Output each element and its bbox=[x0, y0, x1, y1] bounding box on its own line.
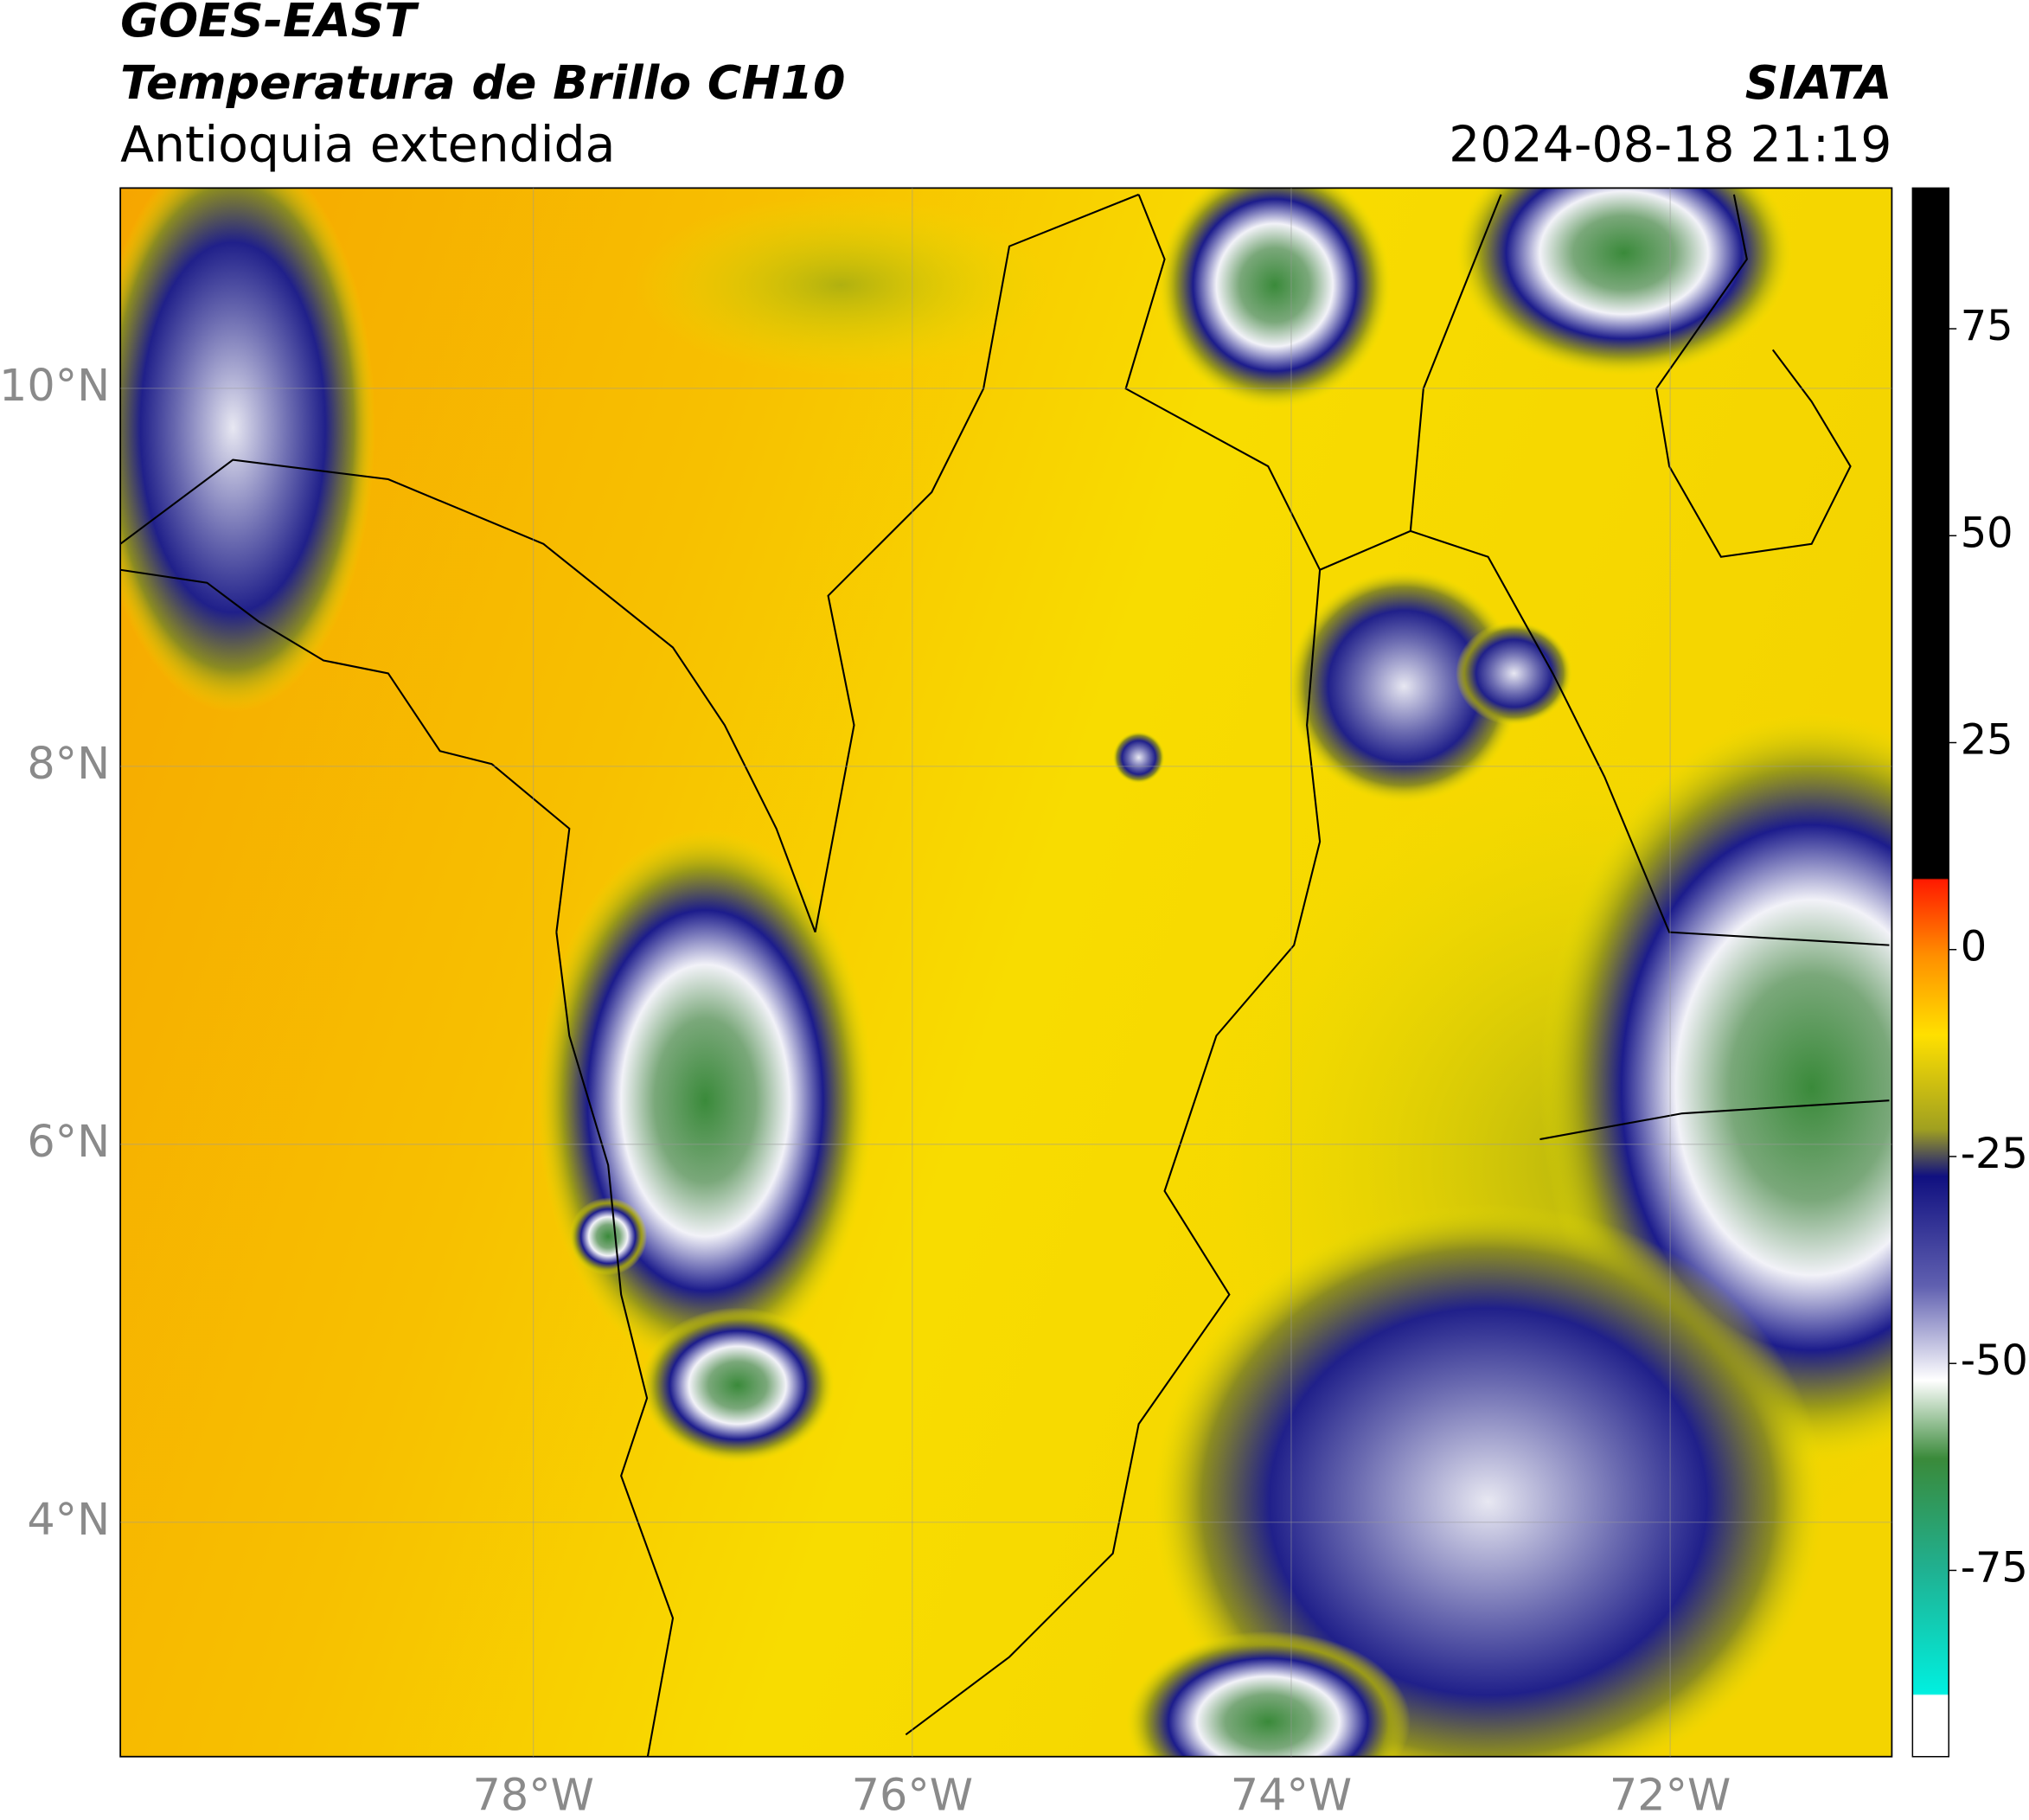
lon-tick-label: 72°W bbox=[1610, 1770, 1731, 1817]
colorbar-tick-label: 0 bbox=[1961, 924, 1987, 971]
lat-tick-label: 6°N bbox=[27, 1116, 110, 1167]
colorbar-tick-label: 50 bbox=[1961, 509, 2013, 557]
colorbar-tick-label: -50 bbox=[1961, 1337, 2028, 1385]
lat-tick-label: 10°N bbox=[0, 360, 110, 411]
colorbar-tick-label: -25 bbox=[1961, 1131, 2028, 1178]
satellite-image bbox=[120, 188, 1892, 1757]
region: Antioquia extendida bbox=[120, 117, 615, 174]
colorbar-tick-label: 25 bbox=[1961, 717, 2013, 765]
lat-tick-label: 8°N bbox=[27, 738, 110, 789]
lon-tick-label: 76°W bbox=[852, 1770, 973, 1817]
timestamp: 2024-08-18 21:19 bbox=[1449, 117, 1891, 174]
title: GOES-EAST bbox=[120, 0, 419, 48]
source: SIATA bbox=[1745, 55, 1892, 110]
colorbar-tick-label: -75 bbox=[1961, 1544, 2028, 1592]
subtitle: Temperatura de Brillo CH10 bbox=[120, 55, 845, 110]
graticule: 78°W 76°W 74°W 72°W 10°N 8°N 6°N 4°N bbox=[0, 188, 1892, 1820]
lon-tick-label: 74°W bbox=[1231, 1770, 1352, 1817]
colorbar-tick-label: 75 bbox=[1961, 303, 2013, 350]
colorbar-axis: 75 50 25 0 -25 -50 -75 bbox=[1949, 303, 2028, 1592]
lat-tick-label: 4°N bbox=[27, 1494, 110, 1545]
map-frame bbox=[119, 187, 1893, 1758]
colorbar bbox=[1911, 187, 1949, 1758]
lon-tick-label: 78°W bbox=[472, 1770, 593, 1817]
